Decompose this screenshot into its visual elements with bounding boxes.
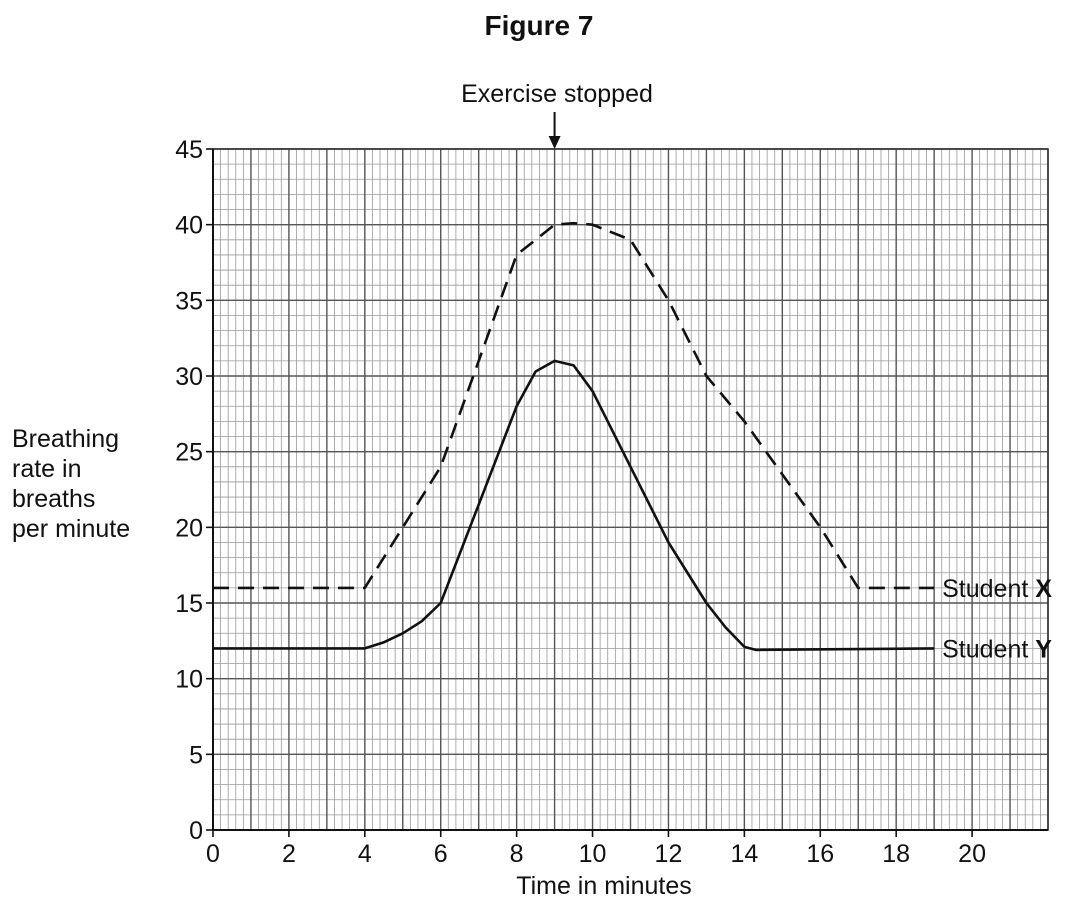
tick-labels: 0 2 4 6 8 10 12 14 16 18 20 0 5 10 15 20 25 30 35 40 45 <box>175 136 986 868</box>
series-label-y: Student Y <box>942 635 1052 663</box>
x-tick-label: 2 <box>282 840 296 868</box>
y-tick-label: 15 <box>175 590 203 618</box>
major-grid <box>212 148 1049 831</box>
series-label-prefix: Student <box>942 635 1035 663</box>
series-label-x: Student X <box>942 575 1052 603</box>
y-tick-label: 10 <box>175 666 203 694</box>
y-tick-label: 40 <box>175 212 203 240</box>
series-label-letter: X <box>1035 575 1052 603</box>
y-tick-label: 25 <box>175 439 203 467</box>
series-line-x <box>213 221 935 590</box>
x-tick-label: 20 <box>958 840 986 868</box>
y-tick-label: 35 <box>175 287 203 315</box>
x-tick-label: 8 <box>510 840 524 868</box>
x-tick-label: 4 <box>358 840 372 868</box>
x-axis-label: Time in minutes <box>516 872 692 900</box>
exercise-stopped-annotation: Exercise stopped <box>461 80 653 108</box>
y-axis-label-line: per minute <box>12 515 131 543</box>
series-lines <box>213 221 935 652</box>
y-tick-label: 30 <box>175 363 203 391</box>
annotation-arrow <box>548 112 561 149</box>
annotation-arrow-head <box>548 136 561 149</box>
y-axis-label-line: rate in <box>12 455 82 483</box>
x-tick-label: 10 <box>579 840 607 868</box>
series-label-prefix: Student <box>942 575 1035 603</box>
x-tick-label: 16 <box>806 840 834 868</box>
x-tick-label: 0 <box>206 840 220 868</box>
series-label-letter: Y <box>1035 635 1052 663</box>
y-tick-label: 5 <box>189 741 203 769</box>
y-tick-label: 20 <box>175 514 203 542</box>
x-tick-label: 14 <box>730 840 758 868</box>
x-tick-label: 12 <box>655 840 683 868</box>
y-tick-label: 45 <box>175 136 203 164</box>
y-tick-label: 0 <box>189 817 203 845</box>
x-tick-label: 18 <box>882 840 910 868</box>
chart-title: Figure 7 <box>484 10 594 41</box>
axes <box>206 148 1049 837</box>
y-axis-label-line: Breathing <box>12 425 120 453</box>
x-tick-label: 6 <box>434 840 448 868</box>
y-axis-label-line: breaths <box>12 485 96 513</box>
series-line-y <box>213 359 935 652</box>
y-axis-label: Breathing rate in breaths per minute <box>12 424 172 544</box>
